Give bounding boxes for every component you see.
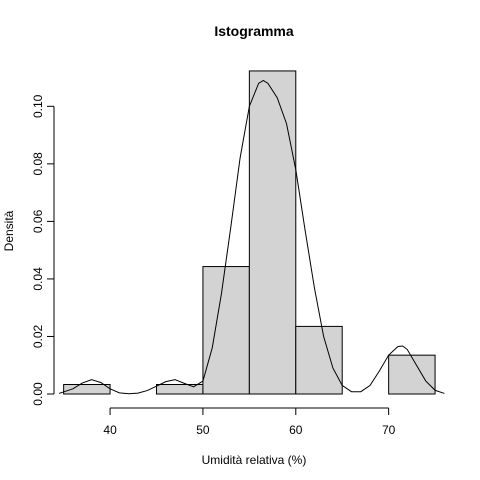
histogram-bars	[63, 70, 436, 395]
x-tick-label-3: 70	[382, 423, 396, 437]
histogram-bar-7	[388, 354, 436, 395]
x-tick-label-1: 50	[196, 423, 210, 437]
x-tick-label-0: 40	[103, 423, 117, 437]
y-tick-label-4: 0.08	[31, 152, 45, 176]
x-axis-label: Umidità relativa (%)	[202, 453, 307, 467]
y-axis: 0.00 0.02 0.04 0.06 0.08 0.10	[31, 94, 55, 406]
histogram-bar-5	[295, 325, 343, 395]
chart-title: Istogramma	[214, 23, 294, 39]
x-tick-label-2: 60	[289, 423, 303, 437]
y-tick-label-3: 0.06	[31, 209, 45, 233]
x-axis: 40 50 60 70	[103, 407, 396, 437]
histogram-bar-3	[202, 266, 250, 395]
density-curve	[58, 79, 445, 395]
y-tick-label-1: 0.02	[31, 324, 45, 348]
y-tick-label-0: 0.00	[31, 382, 45, 406]
y-tick-label-2: 0.04	[31, 267, 45, 291]
histogram-bar-4	[248, 70, 297, 395]
y-axis-label: Densità	[2, 210, 16, 251]
y-tick-label-5: 0.10	[31, 94, 45, 118]
